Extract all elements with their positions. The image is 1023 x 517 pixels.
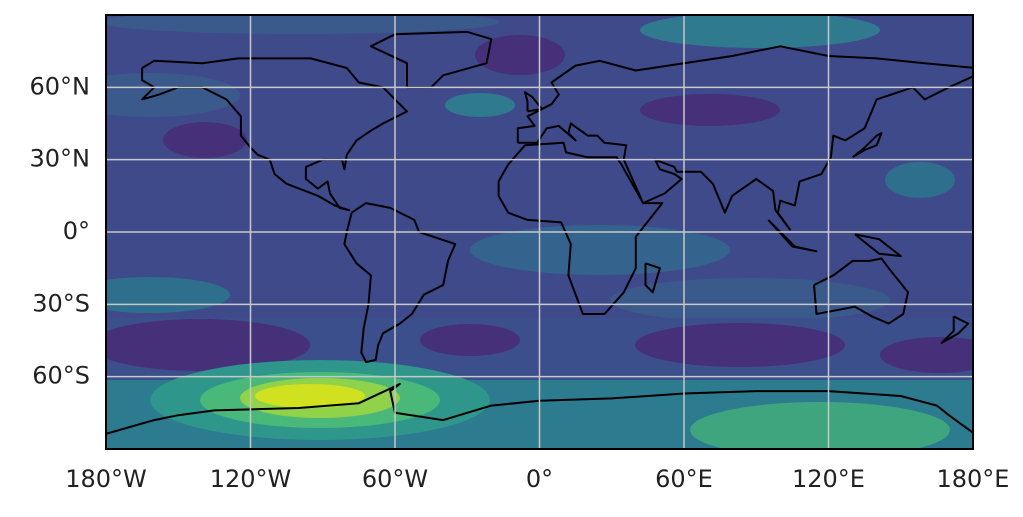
- coastline: [497, 141, 664, 315]
- coastline: [644, 262, 661, 294]
- contour-level: [420, 324, 520, 356]
- contour-level: [475, 35, 565, 75]
- contour-level: [610, 278, 890, 322]
- contour-level: [106, 277, 230, 313]
- contour-level: [106, 73, 240, 117]
- coastline: [369, 30, 493, 89]
- contour-level: [470, 225, 730, 275]
- coastline: [343, 202, 457, 364]
- contour-level: [880, 337, 973, 373]
- contour-level: [106, 319, 310, 371]
- contour-level: [255, 384, 365, 408]
- contour-fill: [106, 15, 973, 449]
- x-tick-label: 120°E: [792, 465, 865, 493]
- coastline: [141, 57, 408, 212]
- coastline: [851, 132, 883, 159]
- contour-level: [445, 93, 515, 117]
- y-tick-label: 30°N: [30, 145, 91, 173]
- x-tick-label: 180°E: [937, 465, 1010, 493]
- contour-level: [640, 94, 780, 126]
- contour-level: [106, 15, 500, 34]
- y-tick-label: 60°S: [32, 362, 90, 390]
- coastline: [106, 382, 973, 435]
- contour-level: [885, 162, 955, 198]
- contour-level: [635, 323, 845, 367]
- coastline: [517, 75, 973, 231]
- coastline: [813, 257, 909, 325]
- x-tick-label: 60°E: [655, 465, 713, 493]
- coastline: [940, 315, 970, 344]
- x-tick-label: 120°W: [210, 465, 292, 493]
- contour-level: [640, 15, 880, 48]
- coastlines: [106, 30, 973, 435]
- y-tick-label: 0°: [63, 217, 90, 245]
- coastline: [516, 45, 973, 143]
- x-tick-label: 60°W: [362, 465, 428, 493]
- y-tick-label: 60°N: [30, 72, 91, 100]
- contour-level: [163, 122, 247, 158]
- x-tick-label: 180°W: [65, 465, 147, 493]
- map-frame: [105, 14, 974, 450]
- coastline: [767, 219, 818, 253]
- y-tick-label: 30°S: [32, 289, 90, 317]
- coastline: [854, 233, 902, 258]
- contour-level: [690, 402, 950, 449]
- x-tick-label: 0°: [526, 465, 553, 493]
